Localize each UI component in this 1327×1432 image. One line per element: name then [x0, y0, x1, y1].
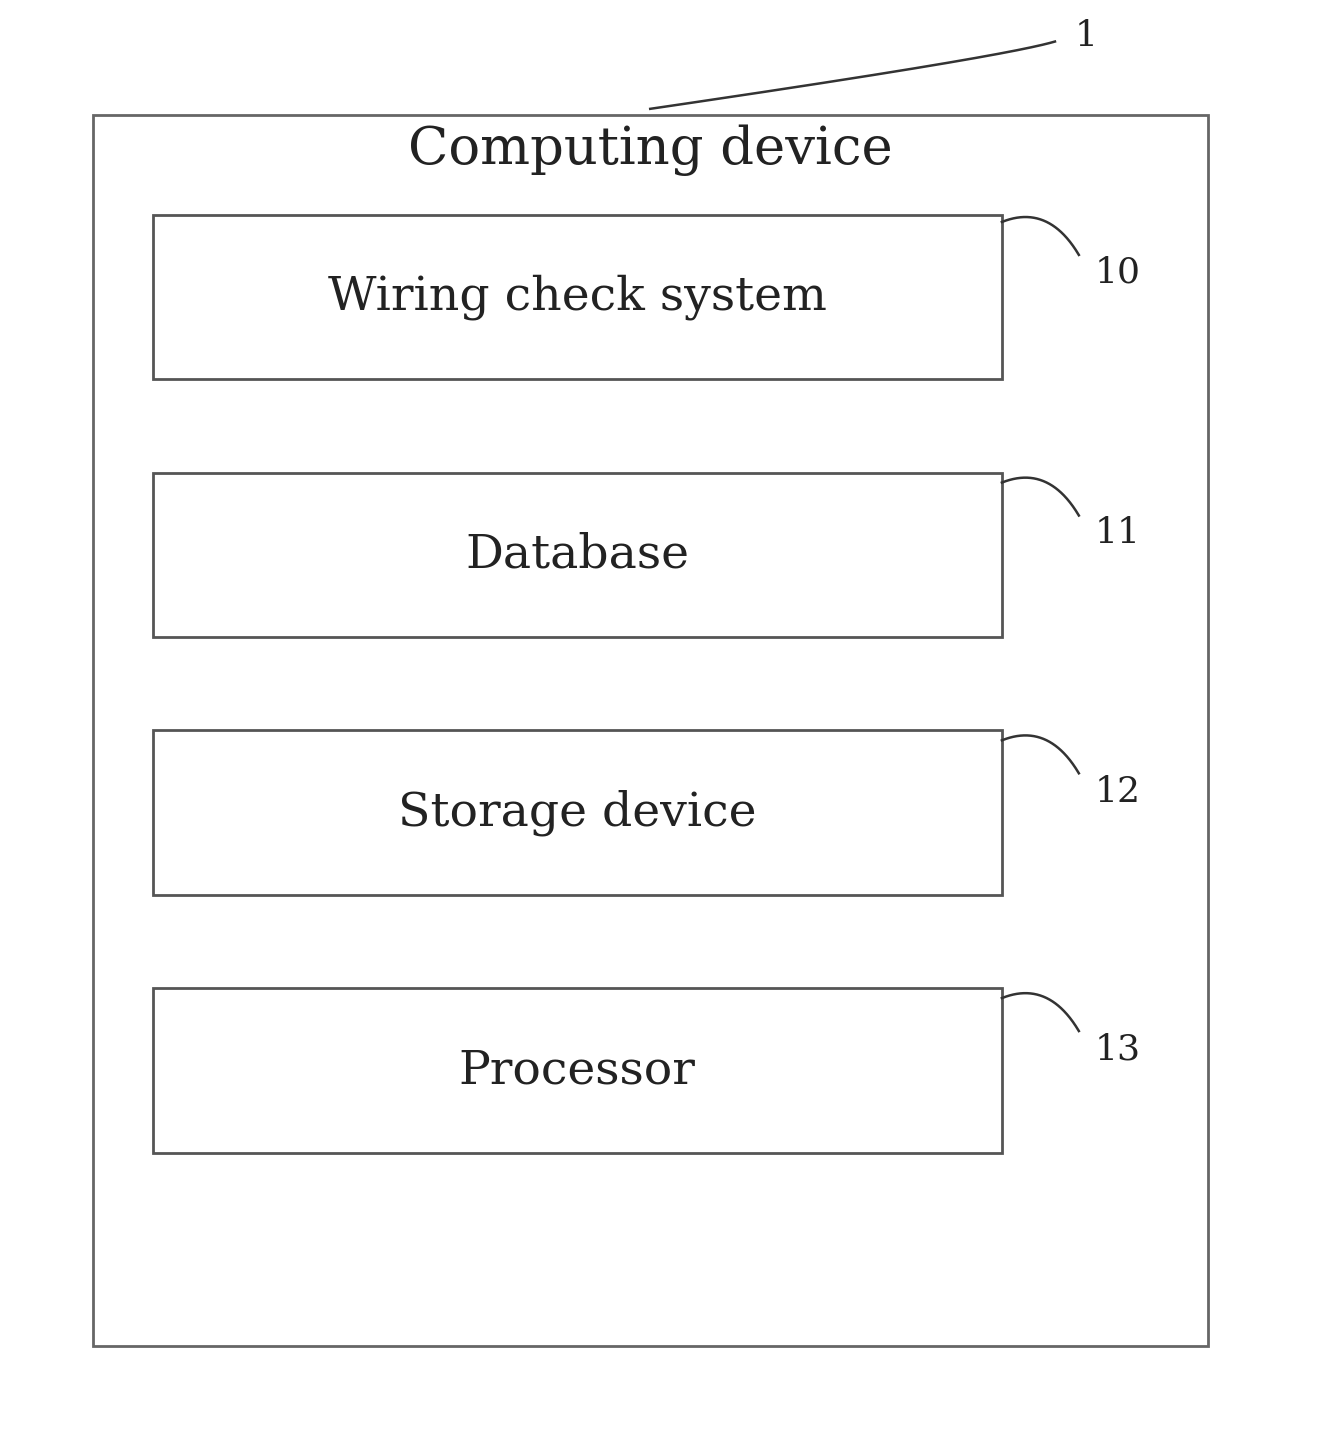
- Text: 13: 13: [1095, 1032, 1141, 1067]
- Text: 11: 11: [1095, 516, 1141, 550]
- Text: Computing device: Computing device: [407, 125, 893, 176]
- Text: 1: 1: [1075, 19, 1097, 53]
- Text: Storage device: Storage device: [398, 789, 756, 836]
- Bar: [153, 473, 1002, 637]
- Bar: [153, 988, 1002, 1153]
- Text: Database: Database: [466, 533, 689, 577]
- Text: 12: 12: [1095, 775, 1141, 809]
- Text: Processor: Processor: [459, 1048, 695, 1093]
- Bar: [93, 115, 1208, 1346]
- Bar: [153, 730, 1002, 895]
- Text: Wiring check system: Wiring check system: [328, 275, 827, 319]
- Text: 10: 10: [1095, 255, 1141, 289]
- Bar: [153, 215, 1002, 379]
